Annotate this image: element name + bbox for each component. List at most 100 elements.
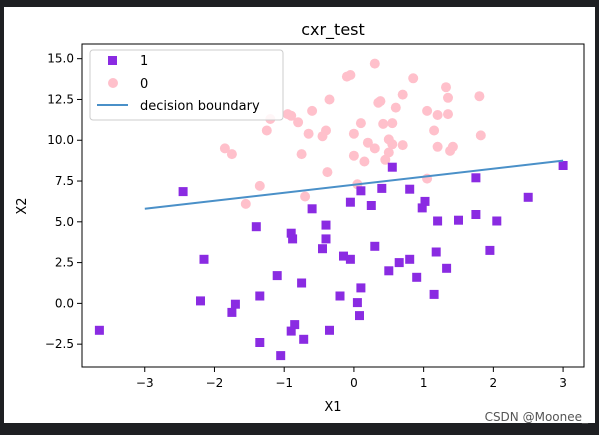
point-class-0	[397, 140, 408, 151]
decision-boundary-line	[144, 159, 564, 210]
point-class-1	[255, 291, 265, 301]
legend-marker-class-1	[108, 56, 117, 65]
point-class-1	[417, 203, 427, 213]
point-class-0	[355, 118, 366, 129]
x-tick-label: 1	[420, 376, 428, 390]
point-class-0	[422, 105, 433, 116]
x-tick-label: −2	[206, 376, 224, 390]
point-class-1	[384, 266, 394, 276]
point-class-1	[420, 196, 430, 206]
point-class-0	[219, 143, 230, 154]
point-class-1	[339, 251, 348, 261]
point-class-1	[290, 320, 300, 330]
y-tick-label: 10.0	[47, 133, 74, 147]
point-class-1	[454, 215, 463, 225]
point-class-1	[377, 183, 387, 193]
plot-axes-frame	[81, 43, 585, 368]
legend-label-class-1: 1	[140, 54, 148, 69]
point-class-0	[387, 118, 398, 129]
point-class-1	[352, 298, 362, 308]
point-class-1	[178, 187, 188, 197]
y-tick-label: 7.5	[55, 174, 74, 188]
point-class-0	[226, 149, 237, 160]
point-class-0	[345, 70, 356, 80]
point-class-1	[492, 216, 502, 226]
x-axis-ticks: −3 −2 −1 0 1 2 3	[136, 367, 567, 390]
y-tick-label: 5.0	[55, 215, 74, 229]
point-class-0	[240, 198, 251, 209]
chart-title: cxr_test	[301, 20, 365, 40]
point-class-1	[321, 220, 331, 230]
point-class-0	[443, 92, 453, 103]
point-class-0	[447, 141, 458, 152]
point-class-1	[318, 244, 327, 254]
point-class-0	[359, 156, 370, 167]
point-class-1	[286, 326, 296, 336]
point-class-1	[405, 184, 415, 194]
point-class-1	[394, 258, 404, 268]
point-class-0	[443, 109, 453, 120]
point-class-0	[432, 141, 443, 152]
legend-label-decision-boundary: decision boundary	[140, 99, 260, 114]
point-class-1	[288, 234, 298, 244]
point-class-1	[523, 192, 533, 202]
point-class-1	[387, 162, 397, 172]
plot-layer	[94, 58, 568, 361]
point-class-1	[199, 254, 209, 264]
point-class-0	[474, 91, 485, 102]
point-class-0	[303, 128, 314, 139]
point-class-0	[300, 191, 311, 202]
y-axis-label: X2	[15, 197, 30, 214]
x-tick-label: −1	[275, 376, 293, 390]
point-class-0	[348, 150, 359, 161]
point-class-0	[322, 167, 333, 178]
y-axis-ticks: −2.5 0.0 2.5 5.0 7.5 10.0 12.5 15.0	[45, 52, 82, 351]
point-class-0	[261, 125, 272, 136]
point-class-1	[412, 272, 422, 282]
point-class-0	[348, 128, 359, 139]
point-class-1	[431, 247, 441, 257]
point-class-1	[370, 241, 380, 251]
point-class-1	[442, 263, 452, 273]
point-class-1	[405, 254, 415, 264]
point-class-0	[378, 118, 389, 129]
point-class-1	[356, 283, 366, 293]
point-class-0	[387, 139, 398, 150]
y-tick-label: 15.0	[47, 52, 74, 66]
x-axis-label: X1	[324, 400, 341, 415]
point-class-1	[276, 351, 286, 361]
point-class-1	[227, 307, 237, 317]
point-class-1	[297, 278, 307, 288]
point-class-0	[432, 110, 443, 120]
point-class-1	[366, 201, 376, 210]
x-tick-label: −3	[136, 376, 154, 390]
point-class-0	[362, 137, 373, 148]
point-class-1	[272, 271, 282, 281]
point-class-1	[345, 254, 355, 264]
x-tick-label: 0	[350, 376, 358, 390]
point-class-0	[293, 117, 304, 128]
x-tick-label: 2	[490, 376, 498, 390]
point-class-1	[321, 234, 331, 244]
point-class-1	[230, 299, 240, 309]
point-class-1	[335, 291, 345, 301]
point-class-0	[307, 105, 318, 116]
point-class-1	[356, 186, 366, 196]
y-tick-label: 0.0	[55, 296, 74, 310]
legend-label-class-0: 0	[140, 77, 148, 92]
point-class-1	[299, 334, 309, 344]
point-class-1	[429, 289, 439, 299]
point-class-1	[471, 210, 481, 219]
watermark: CSDN @Moonee_	[485, 410, 589, 424]
point-class-0	[397, 89, 408, 100]
point-class-1	[325, 325, 334, 335]
point-class-1	[485, 245, 495, 255]
point-class-1	[94, 325, 104, 335]
point-class-0	[375, 96, 386, 107]
point-class-0	[390, 102, 401, 113]
y-tick-label: 2.5	[55, 256, 74, 270]
point-class-1	[355, 311, 364, 321]
x-tick-label: 3	[559, 376, 567, 390]
